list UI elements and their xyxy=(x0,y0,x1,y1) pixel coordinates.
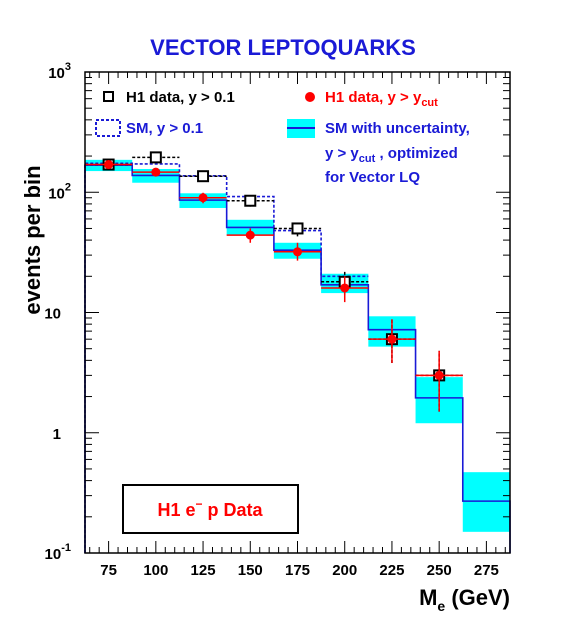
data-cut-layer xyxy=(85,160,463,412)
axes xyxy=(84,71,511,554)
data-cut-point xyxy=(434,370,444,380)
legend-sm-band-l2-end: , optimized xyxy=(375,145,458,162)
y-tick-exponent: -1 xyxy=(61,542,71,554)
annotation-text-b: p Data xyxy=(203,500,264,520)
x-axis-label: Me (GeV) xyxy=(419,585,510,614)
x-axis-label-unit: (GeV) xyxy=(445,585,510,610)
y-tick-label: 10-1 xyxy=(45,542,71,563)
y-tick-label: 1 xyxy=(53,426,61,443)
legend-sm-all-label: SM, y > 0.1 xyxy=(126,120,203,137)
x-tick-label: 250 xyxy=(427,562,452,579)
sm-all-histogram xyxy=(84,162,369,553)
annotation-text-a: H1 e xyxy=(157,500,195,520)
data-all-point xyxy=(244,194,257,207)
data-all-point xyxy=(197,170,210,183)
annotation-text-sup: − xyxy=(196,497,203,511)
data-all-layer xyxy=(85,151,463,412)
data-cut-point xyxy=(340,283,350,293)
data-cut-point xyxy=(245,230,255,240)
x-axis-label-sub: e xyxy=(437,598,445,614)
legend-sm-band-label-1: SM with uncertainty, xyxy=(325,120,470,137)
data-cut-point xyxy=(387,334,397,344)
x-tick-label: 125 xyxy=(191,562,216,579)
y-tick-label: 103 xyxy=(48,61,71,82)
x-tick-label: 225 xyxy=(379,562,404,579)
sm-dashed-layer xyxy=(84,162,369,553)
legend-data-cut-sub: cut xyxy=(421,97,438,109)
y-tick-label: 102 xyxy=(48,181,71,202)
chart-title: VECTOR LEPTOQUARKS xyxy=(150,35,416,60)
legend-sm-all-marker xyxy=(95,119,121,137)
sm-band-layer xyxy=(85,159,510,532)
sm-band-bin xyxy=(462,472,510,532)
data-cut-point xyxy=(104,160,114,170)
y-tick-exponent: 3 xyxy=(65,61,71,73)
x-axis-label-main: M xyxy=(419,585,437,610)
legend-data-all-label: H1 data, y > 0.1 xyxy=(126,89,235,106)
y-tick-label: 10 xyxy=(44,306,61,323)
y-tick-base: 10 xyxy=(48,65,65,82)
legend-data-cut-label: H1 data, y > ycut xyxy=(325,89,438,109)
y-tick-base: 10 xyxy=(45,546,62,563)
y-axis-label: events per bin xyxy=(20,165,45,314)
y-tick-base: 10 xyxy=(48,185,65,202)
annotation-box: H1 e− p Data xyxy=(122,484,299,534)
data-cut-point xyxy=(151,167,161,177)
data-cut-point xyxy=(293,247,302,257)
legend-sm-band-l2-text: y > y xyxy=(325,145,359,162)
x-tick-labels: 75 100 125 150 175 200 225 250 275 xyxy=(100,562,499,579)
legend-sm-band-label-3: for Vector LQ xyxy=(325,169,420,186)
annotation-frame xyxy=(122,484,299,534)
x-tick-label: 150 xyxy=(238,562,263,579)
data-all-point xyxy=(291,222,304,235)
x-tick-label: 275 xyxy=(474,562,499,579)
legend-data-cut-marker xyxy=(305,92,315,102)
legend-sm-band-l2-sub: cut xyxy=(359,153,376,165)
legend: H1 data, y > 0.1 H1 data, y > ycut SM, y… xyxy=(95,89,470,186)
y-tick-base: 1 xyxy=(53,426,61,443)
x-tick-label: 100 xyxy=(143,562,168,579)
legend-sm-band-label-2: y > ycut , optimized xyxy=(325,145,458,165)
x-tick-label: 75 xyxy=(100,562,117,579)
x-tick-label: 175 xyxy=(285,562,310,579)
data-all-point xyxy=(149,151,162,164)
x-tick-label: 200 xyxy=(332,562,357,579)
annotation-text: H1 e− p Data xyxy=(157,497,263,520)
legend-data-all-marker xyxy=(103,91,114,102)
y-tick-base: 10 xyxy=(44,306,61,323)
data-cut-point xyxy=(198,193,208,203)
legend-data-cut-text: H1 data, y > y xyxy=(325,89,422,106)
y-tick-exponent: 2 xyxy=(65,181,71,193)
